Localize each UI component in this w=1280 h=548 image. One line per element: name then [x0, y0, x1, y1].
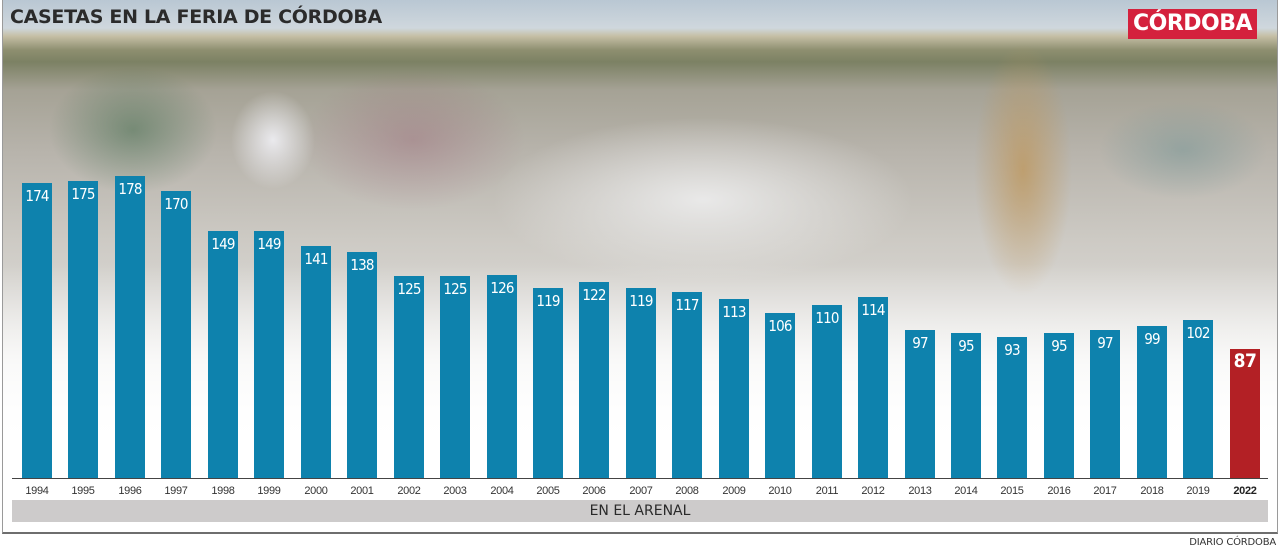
bar-value-label: 99: [1144, 330, 1160, 348]
x-tick-label: 2013: [908, 485, 932, 497]
x-axis-line: [12, 478, 1268, 479]
bar-value-label: 126: [490, 279, 514, 297]
bar-value-label: 114: [861, 301, 885, 319]
bar-value-label: 117: [675, 296, 699, 314]
x-tick-label: 2014: [954, 485, 978, 497]
bar-value-label: 149: [257, 235, 281, 253]
bar-2014: 95: [951, 333, 981, 478]
bar-2022: 87: [1230, 349, 1260, 478]
x-tick-label: 2005: [536, 485, 560, 497]
x-tick-label: 2015: [1000, 485, 1024, 497]
bar-value-label: 106: [768, 317, 792, 335]
bar-value-label: 87: [1233, 350, 1257, 372]
bar-2004: 126: [487, 275, 517, 478]
x-tick-label: 1999: [257, 485, 281, 497]
bar-value-label: 149: [211, 235, 235, 253]
x-tick-label: 2002: [397, 485, 421, 497]
x-tick-label: 2004: [490, 485, 514, 497]
x-tick-label: 1995: [71, 485, 95, 497]
x-tick-label: 1998: [211, 485, 235, 497]
bar-value-label: 138: [350, 256, 374, 274]
bar-2019: 102: [1183, 320, 1213, 478]
bar-value-label: 93: [1004, 341, 1020, 359]
bar-2015: 93: [997, 337, 1027, 478]
bar-value-label: 95: [958, 337, 974, 355]
bar-value-label: 125: [397, 280, 421, 298]
bar-2006: 122: [579, 282, 609, 478]
bar-value-label: 102: [1186, 324, 1210, 342]
bar-2001: 138: [347, 252, 377, 478]
bar-2012: 114: [858, 297, 888, 478]
bar-value-label: 97: [912, 334, 928, 352]
bar-2002: 125: [394, 276, 424, 478]
bar-value-label: 175: [71, 185, 95, 203]
bar-2017: 97: [1090, 330, 1120, 478]
x-tick-label: 2003: [443, 485, 467, 497]
bar-value-label: 170: [164, 195, 188, 213]
chart-title: CASETAS EN LA FERIA DE CÓRDOBA: [10, 6, 382, 28]
bar-value-label: 119: [536, 292, 560, 310]
bar-2018: 99: [1137, 326, 1167, 478]
bar-1998: 149: [208, 231, 238, 478]
x-tick-label: 2018: [1140, 485, 1164, 497]
bar-value-label: 125: [443, 280, 467, 298]
bar-2000: 141: [301, 246, 331, 478]
location-band: EN EL ARENAL: [12, 500, 1268, 522]
x-tick-label: 2001: [350, 485, 374, 497]
x-tick-label: 1997: [164, 485, 188, 497]
bar-2016: 95: [1044, 333, 1074, 478]
bar-value-label: 97: [1097, 334, 1113, 352]
bar-1995: 175: [68, 181, 98, 478]
bar-value-label: 110: [815, 309, 839, 327]
bar-1999: 149: [254, 231, 284, 478]
bar-1994: 174: [22, 183, 52, 478]
bar-value-label: 141: [304, 250, 328, 268]
bar-2011: 110: [812, 305, 842, 478]
x-tick-label: 1996: [118, 485, 142, 497]
bar-2003: 125: [440, 276, 470, 478]
cordoba-logo: CÓRDOBA: [1128, 9, 1258, 39]
bar-value-label: 95: [1051, 337, 1067, 355]
x-tick-label: 2017: [1093, 485, 1117, 497]
bar-chart: 174 175 178 170 149 149 141 138 125 125 126 119 122 1…: [22, 176, 1260, 478]
bar-2008: 117: [672, 292, 702, 478]
bar-1996: 178: [115, 176, 145, 478]
x-tick-label: 2009: [722, 485, 746, 497]
x-tick-label: 2011: [815, 485, 839, 497]
source-credit: DIARIO CÓRDOBA: [1189, 537, 1276, 548]
bar-value-label: 113: [722, 303, 746, 321]
bar-2013: 97: [905, 330, 935, 478]
x-tick-label: 2000: [304, 485, 328, 497]
bar-value-label: 178: [118, 180, 142, 198]
bar-2007: 119: [626, 288, 656, 478]
x-tick-label: 2012: [861, 485, 885, 497]
x-tick-label: 2022: [1233, 485, 1257, 497]
bar-2009: 113: [719, 299, 749, 478]
x-tick-label: 2010: [768, 485, 792, 497]
x-tick-label: 1994: [25, 485, 49, 497]
bar-value-label: 119: [629, 292, 653, 310]
x-tick-label: 2007: [629, 485, 653, 497]
bar-value-label: 174: [25, 187, 49, 205]
bar-value-label: 122: [582, 286, 606, 304]
bar-2010: 106: [765, 313, 795, 478]
x-tick-label: 2016: [1047, 485, 1071, 497]
bar-1997: 170: [161, 191, 191, 478]
x-tick-label: 2008: [675, 485, 699, 497]
x-tick-label: 2006: [582, 485, 606, 497]
bar-2005: 119: [533, 288, 563, 478]
x-tick-label: 2019: [1186, 485, 1210, 497]
